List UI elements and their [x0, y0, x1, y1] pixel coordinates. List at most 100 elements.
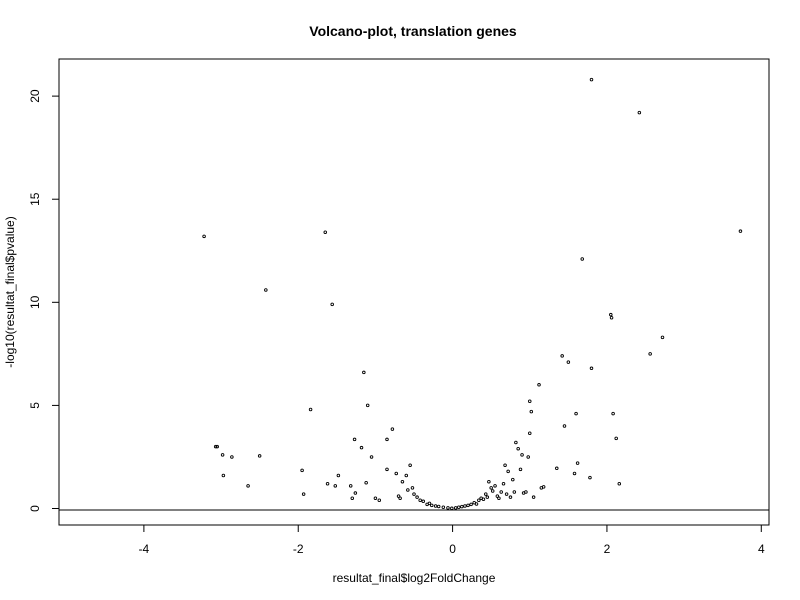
data-point	[364, 480, 368, 485]
data-point	[474, 502, 479, 506]
data-point	[514, 440, 518, 445]
data-point	[493, 484, 497, 488]
data-point	[529, 409, 534, 414]
data-point	[415, 495, 419, 499]
data-point	[264, 288, 268, 292]
data-point	[574, 411, 578, 416]
data-point	[738, 229, 743, 233]
data-point	[648, 352, 652, 356]
x-axis: -4 -2 0 2 4	[139, 524, 765, 556]
data-point	[506, 469, 510, 474]
data-point	[463, 504, 467, 508]
data-point	[406, 488, 410, 492]
data-point	[453, 506, 458, 510]
data-point	[614, 436, 618, 441]
data-point	[531, 495, 536, 499]
data-point	[487, 479, 491, 484]
data-point	[490, 489, 495, 493]
y-tick-label: 0	[28, 505, 42, 512]
data-point	[617, 482, 622, 486]
data-point	[660, 335, 665, 340]
data-point	[330, 302, 334, 307]
y-tick-label: 5	[28, 402, 42, 409]
y-tick-label: 20	[28, 89, 42, 103]
data-point	[501, 482, 506, 486]
data-point	[325, 482, 330, 486]
data-point	[202, 234, 206, 239]
x-tick-label: 0	[449, 542, 456, 556]
data-point	[427, 501, 432, 506]
y-tick-label: 10	[28, 295, 42, 309]
data-point	[589, 77, 594, 82]
data-point	[580, 257, 584, 261]
data-point	[398, 496, 402, 500]
data-point	[350, 496, 355, 500]
data-point	[353, 491, 358, 495]
data-point	[528, 431, 532, 435]
data-point	[575, 461, 580, 465]
data-point	[400, 479, 405, 484]
data-point	[499, 490, 503, 494]
data-point	[528, 399, 532, 404]
data-point	[348, 484, 353, 488]
data-point	[300, 468, 304, 473]
data-point	[385, 437, 389, 442]
data-point	[611, 411, 615, 416]
data-point	[609, 312, 613, 317]
data-point	[537, 383, 541, 387]
data-point	[484, 492, 488, 496]
x-axis-label: resultat_final$log2FoldChange	[333, 571, 496, 585]
data-point	[526, 455, 530, 459]
data-point	[566, 360, 571, 364]
data-point	[410, 486, 415, 490]
data-point	[430, 503, 434, 508]
data-point	[503, 463, 507, 467]
data-point	[404, 473, 409, 478]
plot-frame	[58, 58, 770, 526]
data-point	[373, 496, 378, 500]
data-point	[572, 471, 577, 476]
data-point	[336, 473, 341, 478]
data-point	[362, 370, 366, 375]
data-point	[460, 504, 464, 509]
x-tick-label: -2	[293, 542, 304, 556]
data-point	[516, 446, 520, 451]
data-point	[555, 466, 559, 471]
data-point	[369, 455, 374, 459]
data-point	[333, 484, 338, 488]
data-point	[518, 467, 523, 472]
data-point	[323, 230, 328, 234]
x-tick-label: -4	[139, 542, 150, 556]
data-point	[520, 453, 524, 457]
chart-title: Volcano-plot, translation genes	[309, 23, 517, 39]
data-points	[202, 77, 743, 511]
data-point	[441, 505, 446, 510]
data-point	[637, 110, 642, 115]
data-point	[230, 455, 234, 459]
x-tick-label: 2	[604, 542, 611, 556]
data-point	[609, 316, 614, 320]
data-point	[511, 477, 515, 482]
data-point	[213, 444, 218, 449]
y-axis: 0 5 10 15 20	[28, 89, 60, 512]
data-point	[436, 504, 441, 509]
data-point	[450, 506, 454, 511]
data-point	[394, 471, 399, 476]
data-point	[512, 490, 517, 494]
data-point	[412, 492, 416, 496]
data-point	[504, 492, 509, 496]
data-point	[385, 467, 389, 472]
data-point	[524, 490, 528, 494]
data-point	[457, 505, 461, 510]
data-point	[433, 504, 438, 508]
data-point	[418, 498, 422, 503]
data-point	[562, 424, 567, 428]
data-point	[446, 506, 450, 510]
data-point	[390, 427, 395, 431]
data-point	[485, 495, 490, 499]
x-tick-label: 4	[758, 542, 765, 556]
data-point	[365, 403, 370, 408]
y-tick-label: 15	[28, 192, 42, 206]
data-point	[588, 475, 592, 480]
